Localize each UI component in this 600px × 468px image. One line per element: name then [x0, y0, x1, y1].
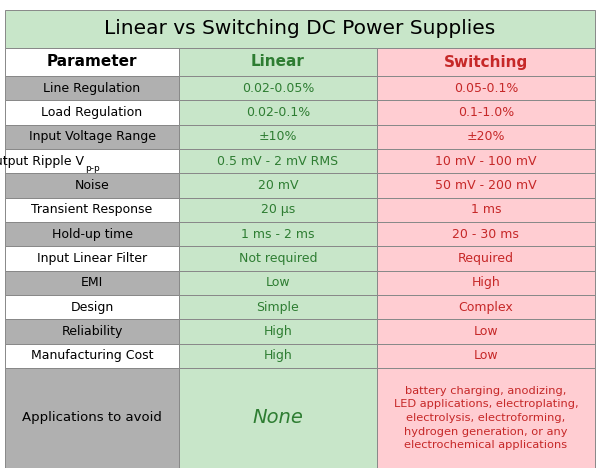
Bar — [5, 197, 179, 222]
Bar — [179, 48, 377, 76]
Bar — [377, 76, 595, 100]
Text: 20 mV: 20 mV — [257, 179, 298, 192]
Bar — [5, 246, 179, 271]
Text: Parameter: Parameter — [47, 54, 137, 70]
Bar — [377, 344, 595, 368]
Text: Applications to avoid: Applications to avoid — [22, 411, 162, 424]
Bar — [5, 149, 179, 173]
Bar — [5, 48, 179, 76]
Bar — [377, 222, 595, 246]
Text: 1 ms: 1 ms — [470, 203, 501, 216]
Text: Manufacturing Cost: Manufacturing Cost — [31, 349, 153, 362]
Text: Input Linear Filter: Input Linear Filter — [37, 252, 147, 265]
Text: Reliability: Reliability — [61, 325, 123, 338]
Bar — [5, 319, 179, 344]
Text: 20 μs: 20 μs — [261, 203, 295, 216]
Bar — [377, 295, 595, 319]
Bar — [179, 197, 377, 222]
Bar — [179, 246, 377, 271]
Text: Noise: Noise — [74, 179, 109, 192]
Text: Low: Low — [266, 276, 290, 289]
Text: 0.05-0.1%: 0.05-0.1% — [454, 82, 518, 95]
Bar — [377, 100, 595, 124]
Text: Design: Design — [70, 300, 113, 314]
Text: 0.1-1.0%: 0.1-1.0% — [458, 106, 514, 119]
Text: Hold-up time: Hold-up time — [52, 227, 133, 241]
Text: None: None — [253, 409, 304, 427]
Bar — [179, 100, 377, 124]
Text: Output Ripple V: Output Ripple V — [0, 154, 84, 168]
Bar — [377, 173, 595, 197]
Bar — [377, 149, 595, 173]
Text: 0.02-0.05%: 0.02-0.05% — [242, 82, 314, 95]
Bar — [179, 271, 377, 295]
Text: 0.02-0.1%: 0.02-0.1% — [246, 106, 310, 119]
Bar — [5, 76, 179, 100]
Bar — [5, 222, 179, 246]
Bar — [377, 271, 595, 295]
Bar — [179, 319, 377, 344]
Text: High: High — [472, 276, 500, 289]
Bar — [377, 48, 595, 76]
Text: 1 ms - 2 ms: 1 ms - 2 ms — [241, 227, 314, 241]
Bar — [179, 344, 377, 368]
Bar — [377, 368, 595, 468]
Text: p-p: p-p — [85, 164, 100, 173]
Text: ±10%: ±10% — [259, 130, 297, 143]
Text: Not required: Not required — [239, 252, 317, 265]
Bar — [179, 295, 377, 319]
Bar — [377, 246, 595, 271]
Text: Transient Response: Transient Response — [31, 203, 152, 216]
Text: Load Regulation: Load Regulation — [41, 106, 143, 119]
Bar — [5, 10, 595, 48]
Bar — [377, 197, 595, 222]
Bar — [5, 124, 179, 149]
Text: Input Voltage Range: Input Voltage Range — [29, 130, 155, 143]
Bar — [179, 124, 377, 149]
Text: Required: Required — [458, 252, 514, 265]
Text: 50 mV - 200 mV: 50 mV - 200 mV — [435, 179, 536, 192]
Text: High: High — [263, 349, 292, 362]
Bar — [5, 271, 179, 295]
Text: Complex: Complex — [458, 300, 513, 314]
Bar — [5, 173, 179, 197]
Text: Low: Low — [473, 349, 498, 362]
Bar — [179, 222, 377, 246]
Bar — [377, 319, 595, 344]
Text: EMI: EMI — [81, 276, 103, 289]
Text: 20 - 30 ms: 20 - 30 ms — [452, 227, 519, 241]
Text: Line Regulation: Line Regulation — [43, 82, 140, 95]
Text: Simple: Simple — [257, 300, 299, 314]
Bar — [5, 100, 179, 124]
Text: 0.5 mV - 2 mV RMS: 0.5 mV - 2 mV RMS — [217, 154, 338, 168]
Bar — [5, 368, 179, 468]
Bar — [179, 76, 377, 100]
Text: 10 mV - 100 mV: 10 mV - 100 mV — [435, 154, 536, 168]
Bar — [179, 173, 377, 197]
Bar — [5, 344, 179, 368]
Bar — [5, 295, 179, 319]
Text: Linear vs Switching DC Power Supplies: Linear vs Switching DC Power Supplies — [104, 20, 496, 38]
Bar — [179, 368, 377, 468]
Text: Switching: Switching — [444, 54, 528, 70]
Text: Linear: Linear — [251, 54, 305, 70]
Bar — [377, 124, 595, 149]
Bar — [179, 149, 377, 173]
Text: Low: Low — [473, 325, 498, 338]
Text: High: High — [263, 325, 292, 338]
Text: ±20%: ±20% — [467, 130, 505, 143]
Text: battery charging, anodizing,
LED applications, electroplating,
electrolysis, ele: battery charging, anodizing, LED applica… — [394, 386, 578, 450]
